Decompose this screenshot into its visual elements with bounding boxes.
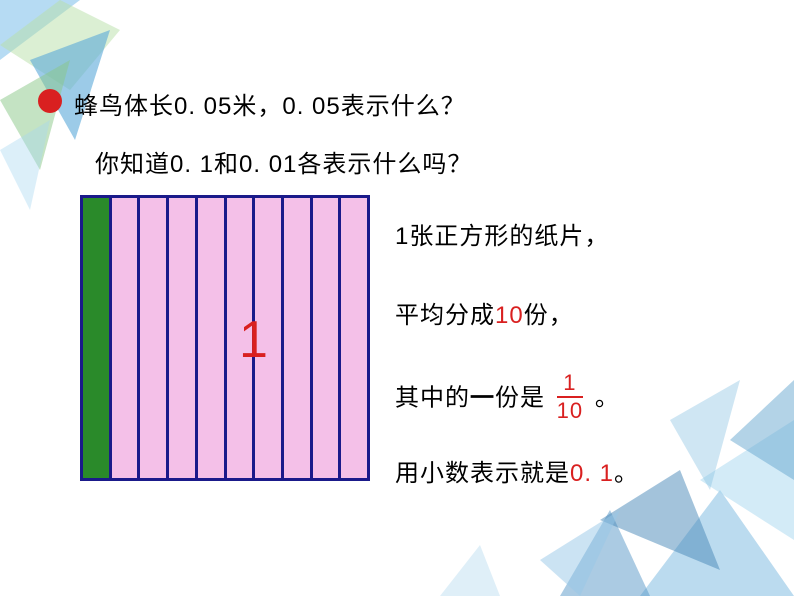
highlighted-number: 0. 1 [570,460,614,487]
text-part: 份， [524,302,574,329]
body-line-3: 其中的一份是 110 。 [395,374,620,424]
strip [83,198,112,478]
subheading-text: 你知道0. 1和0. 01各表示什么吗？ [95,144,472,179]
strip [140,198,169,478]
fraction: 110 [557,372,583,422]
text-part: 。 [587,384,620,411]
fraction-denominator: 10 [557,398,583,422]
strip [169,198,198,478]
bullet-dot [38,89,62,113]
strip [313,198,342,478]
text-part: 。 [614,460,639,487]
strip [198,198,227,478]
body-line-2: 平均分成10份， [395,295,574,330]
text-part: 平均分成 [395,302,495,329]
strip [341,198,367,478]
slide-content: 蜂鸟体长0. 05米，0. 05表示什么？ 你知道0. 1和0. 01各表示什么… [0,0,794,596]
strip [284,198,313,478]
fraction-numerator: 1 [557,372,583,398]
fraction-square [80,195,370,481]
highlighted-number: 10 [495,302,524,329]
strip [112,198,141,478]
text-part: 用小数表示就是 [395,460,570,487]
body-line-4: 用小数表示就是0. 1。 [395,453,639,488]
square-label: 1 [239,310,268,370]
bold-text: 一 [470,384,495,411]
text-part: 其中的 [395,384,470,411]
heading-text: 蜂鸟体长0. 05米，0. 05表示什么？ [74,86,466,121]
body-line-1: 1张正方形的纸片， [395,216,609,251]
text-part: 份是 [495,384,553,411]
